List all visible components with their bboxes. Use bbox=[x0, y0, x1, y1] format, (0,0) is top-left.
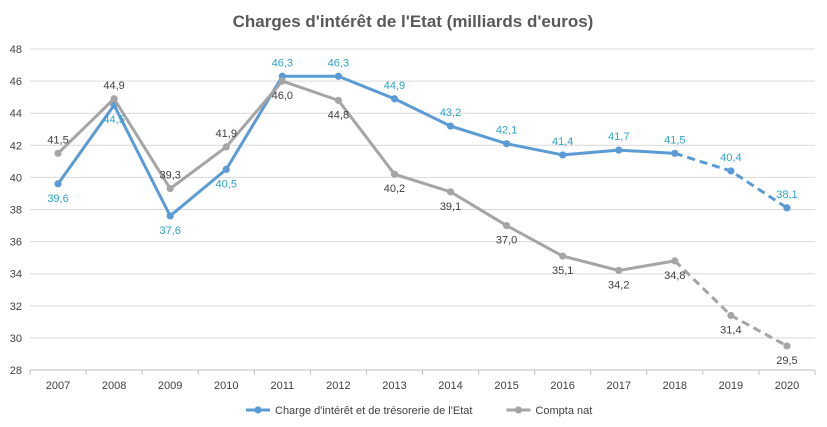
x-tick-label: 2016 bbox=[550, 380, 574, 392]
y-tick-label: 32 bbox=[10, 301, 22, 313]
series-line-solid bbox=[56, 74, 675, 218]
data-point bbox=[783, 204, 791, 212]
data-label: 40,2 bbox=[384, 183, 405, 195]
data-label: 44,5 bbox=[103, 114, 124, 126]
data-point bbox=[222, 165, 230, 173]
y-tick-label: 30 bbox=[10, 333, 22, 345]
data-label: 44,8 bbox=[328, 109, 349, 121]
data-point bbox=[54, 149, 62, 157]
data-point bbox=[559, 151, 567, 159]
data-point bbox=[390, 170, 399, 178]
data-label: 38,1 bbox=[776, 189, 797, 201]
x-tick-label: 2014 bbox=[438, 380, 462, 392]
x-tick-label: 2008 bbox=[102, 380, 126, 392]
data-point bbox=[727, 311, 735, 320]
data-label: 46,0 bbox=[272, 90, 293, 102]
data-point bbox=[559, 252, 567, 260]
data-point bbox=[671, 149, 679, 157]
x-tick-label: 2010 bbox=[214, 380, 238, 392]
y-tick-label: 36 bbox=[10, 237, 22, 249]
data-label: 41,7 bbox=[608, 131, 629, 143]
x-tick-label: 2011 bbox=[270, 380, 294, 392]
data-label: 41,4 bbox=[552, 136, 573, 148]
data-label: 41,5 bbox=[47, 134, 68, 146]
legend-label: Charge d'intérêt et de trésorerie de l'E… bbox=[275, 405, 472, 417]
data-point bbox=[334, 96, 342, 104]
data-label: 37,6 bbox=[159, 225, 180, 237]
data-label: 34,2 bbox=[608, 279, 629, 291]
data-point bbox=[166, 212, 174, 220]
legend-swatch-marker bbox=[514, 406, 523, 414]
axes: 28 30 32 34 36 38 40 42 44 46 48 2007 2008 2009 2010 20… bbox=[10, 44, 816, 392]
data-label: 41,9 bbox=[216, 128, 237, 140]
data-label: 42,1 bbox=[496, 125, 517, 137]
x-tick-label: 2020 bbox=[775, 380, 799, 392]
data-label: 39,3 bbox=[159, 170, 180, 182]
y-tick-label: 44 bbox=[10, 108, 22, 120]
data-point bbox=[390, 95, 399, 103]
data-point bbox=[615, 266, 623, 275]
y-tick-label: 46 bbox=[10, 76, 22, 88]
x-tick-label: 2017 bbox=[607, 380, 631, 392]
series-line-solid bbox=[56, 79, 676, 272]
x-tick-label: 2007 bbox=[46, 380, 70, 392]
data-point bbox=[446, 122, 455, 130]
data-point bbox=[54, 180, 62, 188]
data-labels: 39,6 44,5 37,6 40,5 46,3 46,3 44,9 43,2 42,1 41,4… bbox=[47, 57, 797, 367]
x-tick-label: 2012 bbox=[326, 380, 350, 392]
x-tick-label: 2009 bbox=[158, 380, 182, 392]
gridlines bbox=[30, 48, 815, 371]
data-point bbox=[166, 185, 174, 193]
data-label: 46,3 bbox=[328, 57, 349, 69]
data-point bbox=[110, 95, 118, 103]
y-tick-label: 42 bbox=[10, 140, 22, 152]
data-label: 41,5 bbox=[664, 134, 685, 146]
legend-label: Compta nat bbox=[535, 405, 592, 417]
data-point bbox=[783, 342, 791, 350]
y-tick-label: 40 bbox=[10, 172, 22, 184]
x-tick-label: 2018 bbox=[663, 380, 687, 392]
data-point bbox=[334, 72, 342, 80]
data-label: 37,0 bbox=[496, 235, 517, 247]
data-label: 35,1 bbox=[552, 265, 573, 277]
chart-title: Charges d'intérêt de l'Etat (milliards d… bbox=[233, 12, 594, 31]
x-tick-label: 2019 bbox=[719, 380, 743, 392]
data-label: 34,8 bbox=[664, 270, 685, 282]
data-label: 40,4 bbox=[720, 152, 741, 164]
y-tick-label: 28 bbox=[10, 365, 22, 377]
data-point bbox=[671, 257, 679, 265]
legend-swatch-marker bbox=[254, 406, 262, 414]
data-label: 39,6 bbox=[47, 193, 68, 205]
y-tick-label: 48 bbox=[10, 44, 22, 56]
data-label: 39,1 bbox=[440, 201, 461, 213]
data-point bbox=[503, 221, 511, 230]
data-label: 44,9 bbox=[384, 80, 405, 92]
series-lines bbox=[54, 72, 791, 350]
data-label: 29,5 bbox=[776, 355, 797, 367]
data-label: 44,9 bbox=[103, 80, 124, 92]
data-point bbox=[727, 167, 735, 175]
y-tick-label: 34 bbox=[10, 269, 22, 281]
x-tick-label: 2013 bbox=[382, 380, 406, 392]
data-label: 43,2 bbox=[440, 107, 461, 119]
data-label: 31,4 bbox=[720, 324, 741, 336]
data-point bbox=[615, 146, 623, 154]
data-point bbox=[222, 143, 230, 151]
data-label: 40,5 bbox=[216, 178, 237, 190]
x-tick-label: 2015 bbox=[494, 380, 518, 392]
y-tick-label: 38 bbox=[10, 205, 22, 217]
data-point bbox=[503, 140, 511, 148]
data-point bbox=[278, 77, 286, 85]
data-label: 46,3 bbox=[272, 57, 293, 69]
data-point bbox=[446, 188, 455, 196]
legend: Charge d'intérêt et de trésorerie de l'E… bbox=[246, 405, 592, 417]
